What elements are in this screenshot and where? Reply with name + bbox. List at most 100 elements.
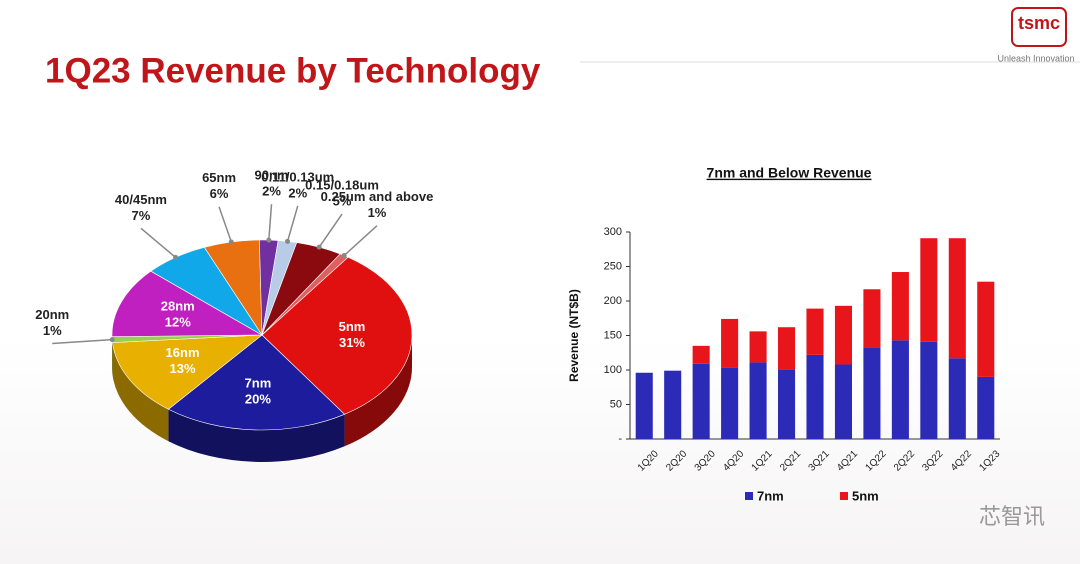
leader-dot [285, 238, 291, 244]
slice-value: 5% [333, 193, 352, 208]
y-tick-label: 50 [610, 398, 622, 410]
x-tick-label: 1Q22 [863, 448, 888, 473]
legend-swatch [840, 492, 848, 500]
x-tick-label: 2Q21 [778, 448, 803, 473]
chart-title: 7nm and Below Revenue [707, 165, 872, 181]
x-tick-label: 4Q22 [949, 448, 974, 473]
bar-segment [721, 318, 739, 368]
bar-segment [749, 362, 767, 439]
slice [261, 256, 413, 415]
y-axis-label: Revenue (NT$B) [567, 289, 581, 382]
slice-label: 0.25um and above [321, 189, 434, 204]
slice-value: 13% [170, 361, 196, 376]
bar-segment [778, 369, 796, 439]
slice [167, 334, 346, 431]
logo-box [1011, 7, 1067, 47]
slice-side [168, 409, 345, 462]
leader-line [343, 225, 378, 257]
slice-value: 12% [165, 314, 191, 329]
slice-value: 7% [132, 208, 151, 223]
slice-side [112, 342, 169, 442]
slide-title: 1Q23 Revenue by Technology [45, 51, 541, 90]
slice-label: 90nm [255, 168, 289, 183]
slice-label: 28nm [161, 298, 195, 313]
bar-segment [721, 367, 739, 439]
bar-segment [977, 376, 995, 439]
slice-value: 31% [339, 335, 365, 350]
slice-side [344, 335, 412, 447]
legend-label: 5nm [852, 488, 879, 503]
bar-segment [778, 327, 796, 370]
bar-segment [948, 358, 966, 439]
bar-segment [692, 363, 710, 439]
slice-value: 1% [368, 205, 387, 220]
bar-segment [749, 331, 767, 363]
leader-dot [316, 244, 322, 250]
leader-dot [266, 237, 272, 243]
bar-segment [891, 272, 909, 341]
y-tick-label: 200 [604, 295, 622, 307]
leader-line [218, 206, 233, 243]
y-tick-label: 150 [604, 329, 622, 341]
bar-segment [834, 305, 852, 365]
slice-value: 2% [288, 185, 307, 200]
bar-segment [948, 238, 966, 359]
slice-label: 40/45nm [115, 192, 167, 207]
leader-dot [228, 239, 234, 245]
slice-label: 16nm [166, 345, 200, 360]
leader-dot [109, 337, 115, 343]
x-tick-label: 1Q21 [750, 448, 775, 473]
slice [112, 334, 263, 410]
y-tick-label: 250 [604, 260, 622, 272]
x-tick-label: 4Q20 [721, 448, 746, 473]
x-tick-label: 3Q22 [920, 448, 945, 473]
slice-value: 2% [262, 184, 281, 199]
x-tick-label: 3Q20 [693, 448, 718, 473]
bar-segment [920, 341, 938, 439]
bar-segment [664, 370, 682, 439]
x-tick-label: 2Q22 [892, 448, 917, 473]
tagline: Unleash Innovation [997, 53, 1074, 63]
leader-dot [341, 253, 347, 259]
slice-label: 5nm [339, 319, 366, 334]
leader-line [268, 204, 273, 241]
legend-label: 7nm [757, 488, 784, 503]
y-tick-label: 300 [604, 226, 622, 238]
bar-segment [692, 345, 710, 364]
y-tick-label: 100 [604, 364, 622, 376]
slice-value: 20% [245, 391, 271, 406]
bar-segment [863, 289, 881, 348]
x-tick-label: 4Q21 [835, 448, 860, 473]
slice-label: 0.11/0.13um [261, 169, 334, 184]
leader-line [286, 205, 299, 242]
leader-line [140, 227, 177, 258]
logo: tsmc [1018, 13, 1060, 33]
leader-dot [173, 254, 179, 260]
slice-label: 0.15/0.18um [305, 177, 379, 192]
x-tick-label: 1Q20 [636, 448, 661, 473]
bar-segment [806, 354, 824, 439]
slice-label: 20nm [35, 307, 69, 322]
slice-label: 7nm [245, 375, 272, 390]
bar-segment [891, 340, 909, 439]
slice-value: 1% [43, 323, 62, 338]
x-tick-label: 1Q23 [977, 448, 1002, 473]
y-tick-label: - [618, 433, 622, 445]
legend-swatch [745, 492, 753, 500]
bar-segment [635, 372, 653, 439]
bar-segment [977, 281, 995, 377]
slice-label: 65nm [202, 170, 236, 185]
bar-segment [834, 364, 852, 439]
leader-line [318, 213, 343, 248]
x-tick-label: 2Q20 [664, 448, 689, 473]
slice [111, 270, 264, 337]
bar-segment [863, 347, 881, 439]
bar-segment [806, 308, 824, 355]
x-tick-label: 3Q21 [807, 448, 832, 473]
leader-line [52, 338, 113, 345]
bar-segment [920, 238, 938, 342]
slice-value: 6% [210, 186, 229, 201]
watermark: 芯智讯 [979, 504, 1045, 529]
